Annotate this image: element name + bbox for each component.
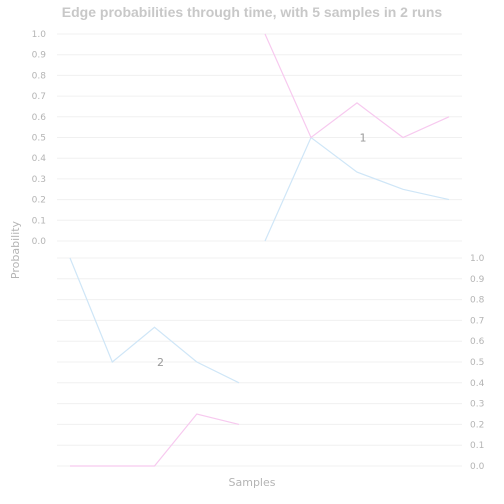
y-tick-label: 0.9 <box>470 275 485 285</box>
panel-label: 2 <box>157 356 164 369</box>
y-tick-label: 0.8 <box>32 71 47 81</box>
panel-4: 0.0 0.1 0.2 0.3 0.4 0.5 0.6 0.7 0.8 0.9 1.0 <box>252 254 485 472</box>
y-tick-label: 0.8 <box>470 296 485 306</box>
y-axis-label: Probability <box>9 220 22 279</box>
series-line-b <box>70 414 239 466</box>
y-tick-label: 0.0 <box>470 462 485 472</box>
y-tick-label: 0.6 <box>470 337 485 347</box>
y-tick-label: 0.4 <box>470 379 485 389</box>
y-tick-label: 0.5 <box>32 134 46 144</box>
series-line-b <box>265 34 449 138</box>
y-tick-label: 0.3 <box>470 400 484 410</box>
y-tick-label: 1.0 <box>32 30 47 40</box>
y-tick-label: 0.9 <box>32 51 47 61</box>
panel-1: 0.0 0.1 0.2 0.3 0.4 0.5 0.6 0.7 0.8 0.9 1.0 <box>32 30 252 247</box>
y-tick-label: 0.3 <box>32 175 46 185</box>
y-tick-label: 0.1 <box>32 216 46 226</box>
panel-2: 1 <box>252 34 462 241</box>
y-tick-label: 0.0 <box>32 237 47 247</box>
chart-title: Edge probabilities through time, with 5 … <box>62 4 443 20</box>
y-tick-label: 1.0 <box>470 254 485 264</box>
series-line-a <box>265 138 449 242</box>
panel-grid: 0.00.10.20.30.40.50.60.70.80.91.0120.00.… <box>32 30 485 472</box>
x-axis-label: Samples <box>229 476 276 489</box>
y-tick-label: 0.7 <box>470 316 484 326</box>
panel-label: 1 <box>360 132 367 145</box>
y-tick-label: 0.1 <box>470 441 484 451</box>
y-tick-label: 0.2 <box>470 420 484 430</box>
panel-3: 2 <box>57 258 252 466</box>
y-tick-label: 0.7 <box>32 92 46 102</box>
y-tick-label: 0.2 <box>32 196 46 206</box>
y-tick-label: 0.4 <box>32 154 47 164</box>
y-tick-label: 0.5 <box>470 358 484 368</box>
y-tick-label: 0.6 <box>32 113 47 123</box>
